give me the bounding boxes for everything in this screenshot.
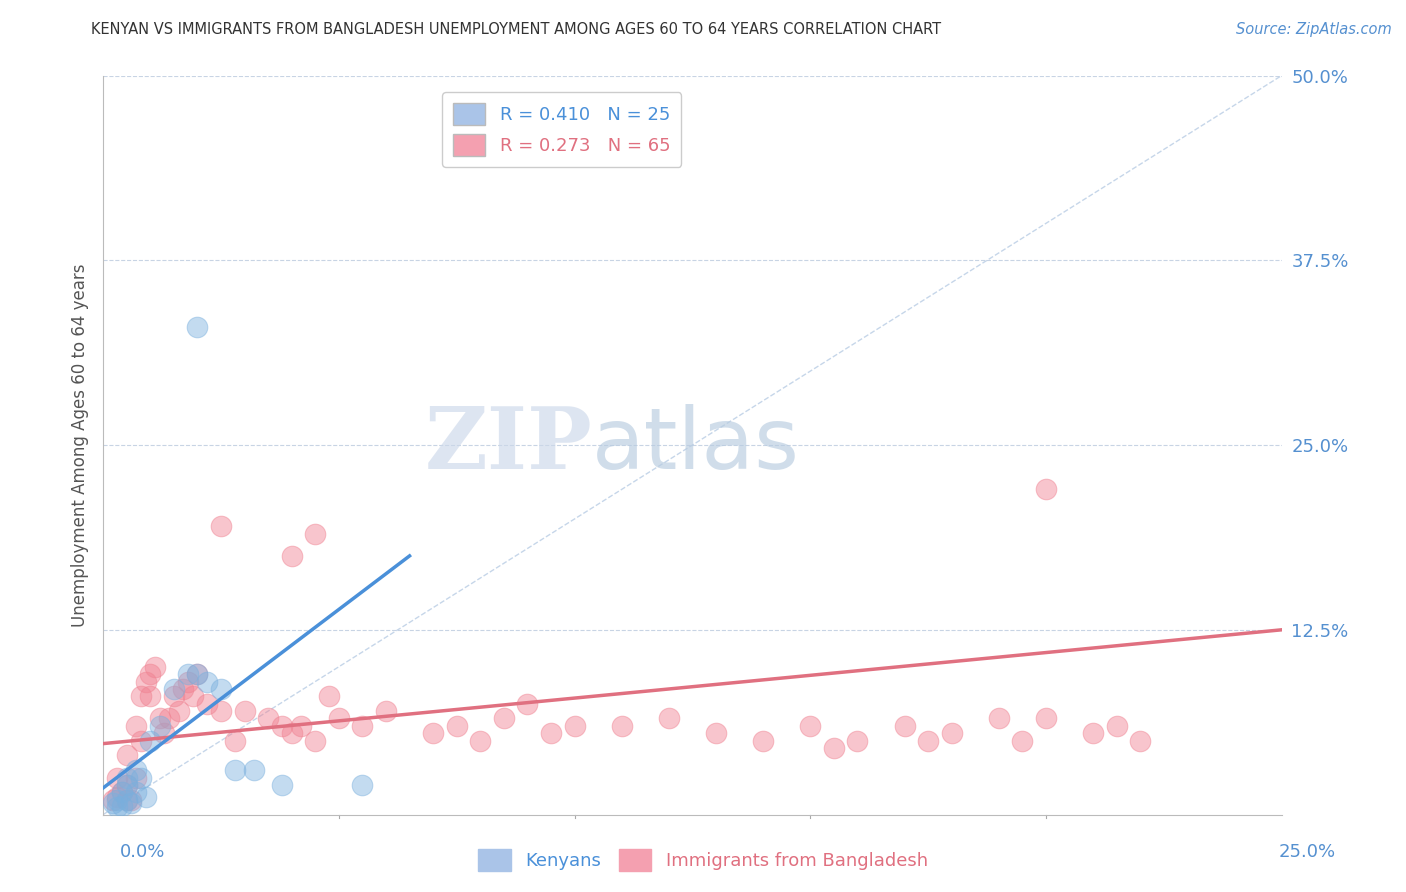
Point xyxy=(1011,733,1033,747)
Point xyxy=(163,681,186,696)
Point xyxy=(470,733,492,747)
Point xyxy=(139,690,162,704)
Point xyxy=(917,733,939,747)
Point xyxy=(224,733,246,747)
Point xyxy=(105,800,128,814)
Point xyxy=(101,796,124,810)
Point xyxy=(157,711,180,725)
Point xyxy=(125,771,148,785)
Point xyxy=(987,711,1010,725)
Point xyxy=(177,667,200,681)
Point xyxy=(101,793,124,807)
Point xyxy=(115,793,138,807)
Point xyxy=(111,785,134,799)
Point xyxy=(172,681,194,696)
Point xyxy=(752,733,775,747)
Point xyxy=(129,733,152,747)
Point xyxy=(139,667,162,681)
Point xyxy=(195,697,218,711)
Point xyxy=(1035,711,1057,725)
Point xyxy=(243,763,266,777)
Point xyxy=(280,726,302,740)
Point xyxy=(167,704,190,718)
Point xyxy=(1081,726,1104,740)
Point xyxy=(135,674,157,689)
Point xyxy=(181,690,204,704)
Point xyxy=(352,778,374,792)
Point xyxy=(111,798,134,813)
Legend: R = 0.410   N = 25, R = 0.273   N = 65: R = 0.410 N = 25, R = 0.273 N = 65 xyxy=(441,92,682,167)
Point xyxy=(540,726,562,740)
Point xyxy=(120,793,142,807)
Point xyxy=(163,690,186,704)
Point xyxy=(115,778,138,792)
Text: KENYAN VS IMMIGRANTS FROM BANGLADESH UNEMPLOYMENT AMONG AGES 60 TO 64 YEARS CORR: KENYAN VS IMMIGRANTS FROM BANGLADESH UNE… xyxy=(91,22,942,37)
Point xyxy=(186,319,208,334)
Point xyxy=(135,789,157,804)
Point xyxy=(328,711,350,725)
Point xyxy=(280,549,302,563)
Point xyxy=(115,748,138,763)
Point xyxy=(941,726,963,740)
Point xyxy=(177,674,200,689)
Point xyxy=(799,719,821,733)
Point xyxy=(186,667,208,681)
Point xyxy=(209,681,232,696)
Point xyxy=(422,726,444,740)
Y-axis label: Unemployment Among Ages 60 to 64 years: Unemployment Among Ages 60 to 64 years xyxy=(72,263,89,627)
Point xyxy=(446,719,468,733)
Text: Source: ZipAtlas.com: Source: ZipAtlas.com xyxy=(1236,22,1392,37)
Point xyxy=(120,796,142,810)
Point xyxy=(516,697,538,711)
Point xyxy=(115,793,138,807)
Text: ZIP: ZIP xyxy=(425,403,592,487)
Point xyxy=(105,789,128,804)
Point xyxy=(304,526,326,541)
Text: 25.0%: 25.0% xyxy=(1278,843,1336,861)
Point xyxy=(352,719,374,733)
Point xyxy=(143,659,166,673)
Point xyxy=(658,711,681,725)
Point xyxy=(257,711,280,725)
Point xyxy=(115,778,138,792)
Point xyxy=(1035,483,1057,497)
Point xyxy=(125,719,148,733)
Point xyxy=(290,719,312,733)
Point xyxy=(375,704,398,718)
Point xyxy=(233,704,256,718)
Text: 0.0%: 0.0% xyxy=(120,843,165,861)
Point xyxy=(1129,733,1152,747)
Point xyxy=(153,726,176,740)
Point xyxy=(271,719,294,733)
Point xyxy=(149,719,172,733)
Point xyxy=(209,519,232,533)
Point xyxy=(893,719,915,733)
Text: atlas: atlas xyxy=(592,403,800,486)
Point xyxy=(129,690,152,704)
Point xyxy=(195,674,218,689)
Point xyxy=(105,793,128,807)
Point xyxy=(704,726,727,740)
Point xyxy=(1105,719,1128,733)
Point xyxy=(125,763,148,777)
Legend: Kenyans, Immigrants from Bangladesh: Kenyans, Immigrants from Bangladesh xyxy=(471,842,935,879)
Point xyxy=(823,741,845,756)
Point xyxy=(129,771,152,785)
Point xyxy=(125,785,148,799)
Point xyxy=(564,719,586,733)
Point xyxy=(304,733,326,747)
Point xyxy=(139,733,162,747)
Point xyxy=(105,771,128,785)
Point xyxy=(492,711,515,725)
Point xyxy=(271,778,294,792)
Point xyxy=(111,785,134,799)
Point xyxy=(115,771,138,785)
Point xyxy=(610,719,633,733)
Point xyxy=(318,690,340,704)
Point xyxy=(846,733,869,747)
Point xyxy=(209,704,232,718)
Point xyxy=(224,763,246,777)
Point xyxy=(186,667,208,681)
Point xyxy=(149,711,172,725)
